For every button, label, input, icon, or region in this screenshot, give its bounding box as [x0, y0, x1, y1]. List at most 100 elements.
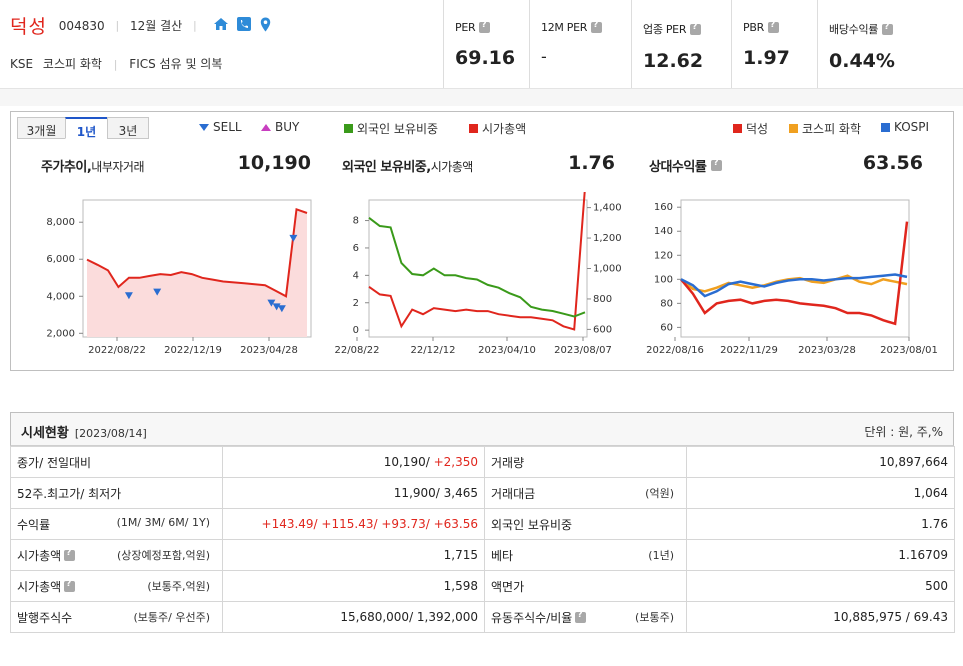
- row-value: 1,715: [222, 539, 485, 571]
- label-text: 수익률: [17, 517, 51, 532]
- metric-label: 12M PER: [541, 21, 588, 34]
- value-text: 10,885,975 / 69.43: [833, 610, 948, 624]
- panel-title-relative: 상대수익률: [649, 156, 723, 175]
- foreign-ownership-chart: 0 2 4 6 8 600 800 1,000 1,200 1,400 22/08/22 22/12/…: [335, 192, 622, 356]
- legend-label: 외국인 보유비중: [357, 122, 439, 136]
- price-chart: 2,000 4,000 6,000 8,000 2022/08/22 2022/12/19…: [46, 199, 312, 356]
- plot-frame: [368, 199, 588, 338]
- chart-box: 3개월 1년 3년 SELL BUY 외국인 보유비중 시가총액 덕성 코스피 …: [10, 111, 954, 371]
- tab-3y[interactable]: 3년: [107, 117, 149, 139]
- metric-12m-per: 12M PER -: [529, 0, 631, 88]
- row-value: +143.49/ +115.43/ +93.73/ +63.56: [222, 508, 485, 540]
- relative-return-chart: 60 80 100 120 140 160 2022/08/16 2022/11/29 2023…: [646, 199, 938, 356]
- legend-label: SELL: [213, 120, 242, 134]
- help-icon[interactable]: [882, 22, 894, 35]
- y-right-tick-label: 1,400: [593, 203, 622, 214]
- value-change: +143.49/ +115.43/ +93.73/ +63.56: [261, 517, 478, 531]
- help-icon[interactable]: [575, 610, 587, 623]
- panel-value-foreign: 1.76: [568, 152, 615, 174]
- x-tick-label: 2023/04/10: [478, 345, 536, 356]
- y-tick-label: 80: [660, 298, 673, 309]
- row-value: 1.76: [686, 508, 955, 540]
- row-label: 시가총액 (보통주,억원): [10, 570, 223, 602]
- tab-3m[interactable]: 3개월: [17, 117, 65, 139]
- divider: |: [115, 19, 120, 32]
- stock-return-line: [680, 221, 909, 326]
- label-text: 유동주식수/비율: [491, 610, 573, 625]
- metric-dividend-yield: 배당수익률 0.44%: [817, 0, 963, 88]
- metric-value: 12.62: [643, 50, 704, 72]
- divider: |: [193, 19, 197, 32]
- label-text: 종가/ 전일대비: [17, 455, 92, 470]
- help-icon[interactable]: [64, 548, 76, 561]
- help-icon[interactable]: [479, 20, 491, 33]
- table-header: 시세현황 [2023/08/14] 단위 : 원, 주,%: [10, 412, 954, 446]
- x-tick-label: 2023/08/01: [880, 345, 938, 356]
- phone-icon[interactable]: [237, 17, 252, 34]
- sell-marker: [272, 303, 281, 311]
- panel-title-main: 상대수익률: [649, 160, 707, 175]
- tab-1y[interactable]: 1년: [65, 117, 107, 139]
- panel-title-sub: 시가총액: [430, 160, 474, 174]
- legend-swatch: [344, 124, 353, 133]
- label-text: 거래량: [491, 455, 525, 470]
- table-row: 종가/ 전일대비 10,190/ +2,350 거래량 10,897,664: [10, 446, 955, 478]
- table-row: 발행주식수 (보통주/ 우선주) 15,680,000/ 1,392,000 유동주식…: [10, 601, 955, 633]
- panel-title-foreign: 외국인 보유비중,시가총액: [342, 156, 473, 175]
- row-label: 발행주식수 (보통주/ 우선주): [10, 601, 223, 633]
- y-right-tick-label: 600: [593, 324, 612, 335]
- row-value: 1.16709: [686, 539, 955, 571]
- label-text: 액면가: [491, 579, 525, 594]
- help-icon[interactable]: [64, 579, 76, 592]
- help-icon[interactable]: [591, 20, 603, 33]
- metric-label: PBR: [743, 21, 764, 34]
- table-date: [2023/08/14]: [74, 427, 147, 440]
- legend-label: 덕성: [746, 122, 769, 136]
- label-text: 52주.최고가/ 최저가: [17, 486, 122, 501]
- help-icon[interactable]: [690, 22, 702, 35]
- row-label: 종가/ 전일대비: [10, 446, 223, 478]
- row-label: 외국인 보유비중: [484, 508, 687, 540]
- legend-label: BUY: [275, 120, 300, 134]
- row-value: 1,598: [222, 570, 485, 602]
- y-tick-label: 6,000: [46, 254, 75, 265]
- x-tick-label: 2023/03/28: [798, 345, 856, 356]
- value-text: 1,064: [913, 486, 948, 500]
- value-text: 10,897,664: [879, 455, 948, 469]
- row-value: 15,680,000/ 1,392,000: [222, 601, 485, 633]
- label-text: 시가총액: [17, 548, 62, 563]
- label-sub: (1년): [648, 548, 674, 562]
- label-sub: (상장예정포함,억원): [116, 548, 210, 562]
- legend-label: 시가총액: [482, 122, 527, 136]
- x-tick-label: 2022/12/19: [164, 345, 222, 356]
- value-text: 1.16709: [898, 548, 948, 562]
- panel-title-price: 주가추이,내부자거래: [41, 156, 144, 175]
- help-icon[interactable]: [711, 158, 723, 171]
- value-text: 1.76: [921, 517, 948, 531]
- location-icon[interactable]: [260, 17, 271, 35]
- home-icon[interactable]: [213, 17, 229, 34]
- label-text: 베타: [491, 548, 514, 563]
- value-text: 10,190/: [383, 455, 434, 469]
- value-text: 1,715: [443, 548, 478, 562]
- mcap-line: [368, 192, 586, 331]
- help-icon[interactable]: [767, 20, 779, 33]
- metric-per: PER 69.16: [443, 0, 529, 88]
- sell-marker: [267, 299, 276, 307]
- label-text: 거래대금: [491, 486, 536, 501]
- y-tick-label: 120: [654, 250, 673, 261]
- value-text: 11,900/ 3,465: [393, 486, 478, 500]
- table-title-text: 시세현황: [21, 426, 69, 441]
- divider: |: [113, 58, 118, 71]
- value-text: 15,680,000/ 1,392,000: [340, 610, 478, 624]
- legend-mcap: 시가총액: [469, 120, 526, 137]
- table-row: 시가총액 (보통주,억원) 1,598 액면가 500: [10, 570, 955, 602]
- metric-label: 배당수익률: [829, 23, 879, 36]
- row-label: 거래량: [484, 446, 687, 478]
- legend-sector: 코스피 화학: [789, 120, 861, 137]
- legend-swatch: [733, 124, 742, 133]
- panel-value-relative: 63.56: [862, 152, 923, 174]
- sell-marker: [289, 234, 298, 242]
- label-sub: (보통주,억원): [147, 579, 210, 593]
- row-value: 10,885,975 / 69.43: [686, 601, 955, 633]
